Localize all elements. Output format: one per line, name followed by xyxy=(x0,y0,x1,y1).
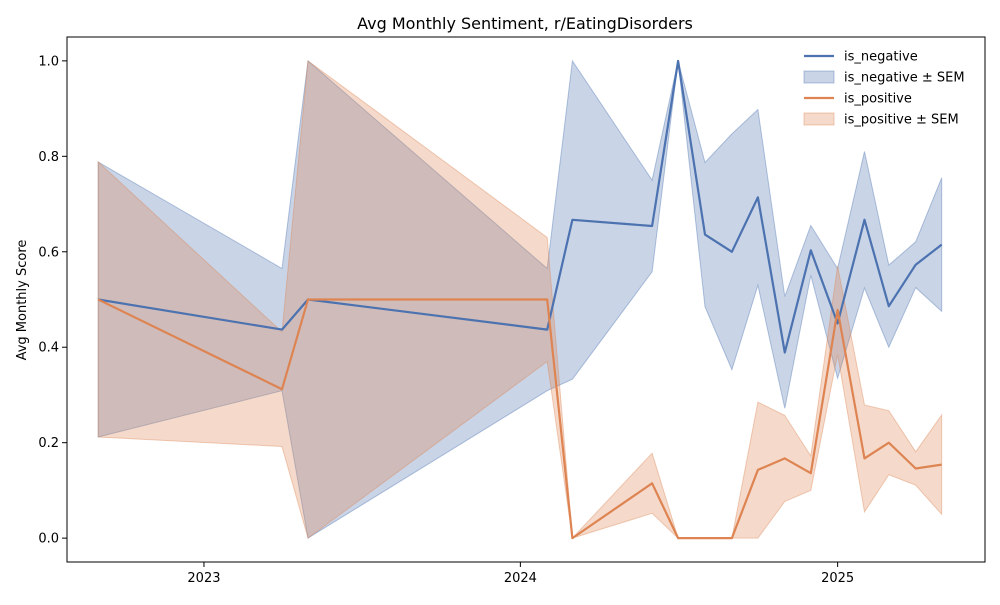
y-tick-label: 0.8 xyxy=(38,150,59,165)
y-tick-label: 0.4 xyxy=(38,341,59,356)
x-tick-label: 2024 xyxy=(504,571,537,586)
y-tick-label: 1.0 xyxy=(38,54,59,69)
legend-entry: is_positive ± SEM xyxy=(804,113,959,128)
x-axis: 2023 2024 2025 xyxy=(187,562,854,586)
legend-label: is_negative ± SEM xyxy=(844,71,965,86)
legend-label: is_positive xyxy=(844,92,912,107)
legend-entry: is_negative xyxy=(804,50,918,65)
y-tick-label: 0.2 xyxy=(38,436,59,451)
y-tick-label: 0.6 xyxy=(38,245,59,260)
legend-label: is_positive ± SEM xyxy=(844,113,959,128)
x-tick-label: 2025 xyxy=(821,571,854,586)
legend: is_negative is_negative ± SEM is_positivei… xyxy=(804,50,965,128)
y-axis: 0.0 0.2 0.4 0.6 0.8 1.0 xyxy=(38,54,67,546)
legend-band-swatch xyxy=(804,113,834,125)
y-tick-label: 0.0 xyxy=(38,532,59,547)
legend-band-swatch xyxy=(804,71,834,83)
legend-label: is_negative xyxy=(844,50,918,65)
legend-entry: is_negative ± SEM xyxy=(804,71,965,86)
y-axis-label: Avg Monthly Score xyxy=(15,240,30,361)
x-tick-label: 2023 xyxy=(187,571,220,586)
chart-title: Avg Monthly Sentiment, r/EatingDisorders xyxy=(357,14,693,33)
legend-entry: is_positive xyxy=(804,92,912,107)
